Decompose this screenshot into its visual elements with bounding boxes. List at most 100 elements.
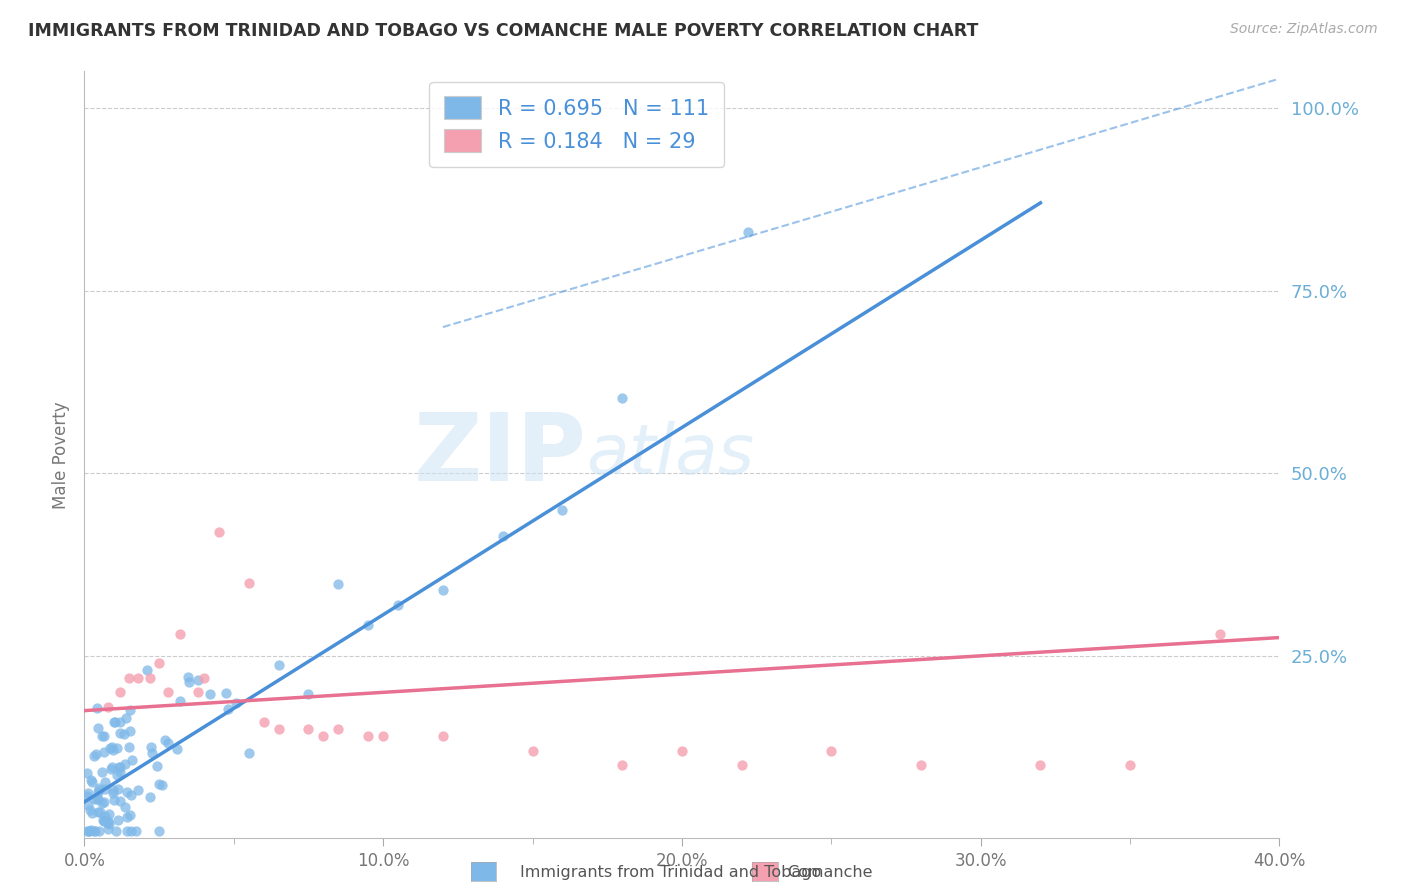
Point [86,701,108,715]
Point [551,503,574,517]
Point [114,711,136,725]
Point [93,795,115,809]
Point [91,813,114,827]
Point [1029,758,1052,772]
Point [110,726,132,740]
Point [87,785,110,799]
Point [312,729,335,743]
Point [93,814,115,829]
Point [121,752,143,766]
Point [104,824,127,838]
Point [157,736,180,750]
Point [187,685,209,699]
Point [492,529,515,543]
Point [328,722,350,736]
Point [108,714,131,729]
Point [91,765,114,780]
Point [83,824,105,838]
Text: Immigrants from Trinidad and Tobago: Immigrants from Trinidad and Tobago [520,865,821,880]
Point [89,783,111,797]
Point [100,762,122,776]
Point [83,748,105,763]
Point [82,775,104,789]
Point [127,783,149,797]
Text: Source: ZipAtlas.com: Source: ZipAtlas.com [1230,22,1378,37]
Point [100,740,122,755]
Y-axis label: Male Poverty: Male Poverty [52,401,70,508]
Point [101,783,124,797]
Point [108,760,131,774]
Point [105,768,128,782]
Point [166,742,188,756]
Point [153,733,176,747]
Point [731,758,754,772]
Point [97,815,120,830]
Point [193,671,215,685]
Point [671,744,693,758]
Point [76,824,98,838]
Point [91,796,114,810]
Point [107,813,129,827]
Point [125,824,148,838]
Point [103,714,125,729]
Point [83,824,105,838]
Point [86,747,108,761]
Point [87,721,110,735]
Point [238,747,260,761]
Point [910,758,932,772]
Point [87,805,110,819]
Point [89,824,111,838]
Point [89,805,111,819]
Legend: R = 0.695   N = 111, R = 0.184   N = 29: R = 0.695 N = 111, R = 0.184 N = 29 [429,82,724,167]
Point [1119,758,1142,772]
Point [357,729,380,743]
Point [115,810,138,824]
Point [148,824,170,838]
Point [98,806,121,821]
Point [198,687,221,701]
Point [253,714,276,729]
Point [77,824,100,838]
Point [114,756,136,771]
Point [93,809,115,823]
Point [107,781,129,796]
Point [297,687,319,701]
Point [373,729,395,743]
Point [97,700,120,714]
Point [225,696,247,710]
Point [328,577,350,591]
Point [94,774,117,789]
Point [80,805,103,820]
Point [169,627,191,641]
Point [1209,627,1232,641]
Point [108,759,131,773]
Point [118,739,141,754]
Point [114,800,136,814]
Point [150,779,173,793]
Point [139,739,162,754]
Point [612,758,634,772]
Point [187,673,209,687]
Point [91,729,114,743]
Point [612,391,634,405]
Point [83,792,105,806]
Point [112,727,135,741]
Point [127,671,149,685]
Point [93,729,115,743]
Point [120,808,142,822]
Point [86,792,108,806]
Point [215,685,238,699]
Point [145,759,167,773]
Point [107,741,129,756]
Point [97,822,120,836]
Point [357,618,380,632]
Point [177,670,200,684]
Point [100,760,122,774]
Point [97,814,120,828]
Point [94,781,117,796]
Point [79,803,101,817]
Point [93,745,115,759]
Text: atlas: atlas [586,421,754,489]
Point [98,741,121,756]
Point [104,715,127,730]
